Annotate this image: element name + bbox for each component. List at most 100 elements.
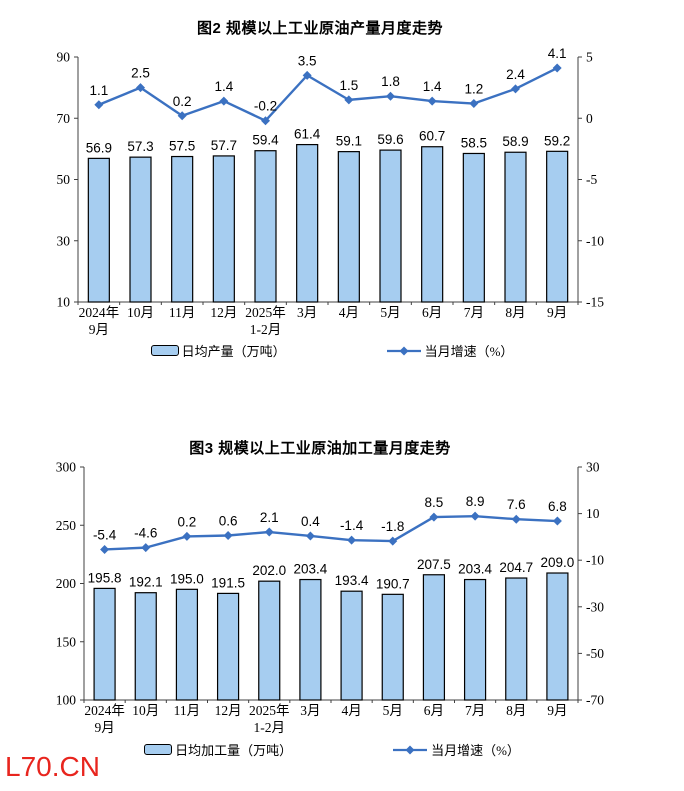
line-marker xyxy=(223,531,233,541)
line-value-label: -5.4 xyxy=(93,527,117,542)
right-axis-tick-label: 0 xyxy=(586,111,593,126)
bar xyxy=(505,577,528,701)
x-axis-label: 9月 xyxy=(94,720,114,735)
left-axis-tick-label: 300 xyxy=(56,460,77,475)
line-marker xyxy=(511,514,521,524)
bar-value-label: 190.7 xyxy=(376,576,410,591)
right-axis-tick-label: -5 xyxy=(586,172,597,187)
bar-value-label: 191.5 xyxy=(211,575,245,590)
x-axis-label: 6月 xyxy=(424,703,444,718)
bar-value-label: 59.2 xyxy=(544,133,570,148)
line-value-label: 1.1 xyxy=(89,83,108,98)
bar-value-label: 203.4 xyxy=(294,562,328,577)
bar xyxy=(546,572,569,701)
x-axis-label: 12月 xyxy=(210,305,237,320)
x-axis-label: 9月 xyxy=(547,305,567,320)
bar xyxy=(299,578,322,701)
production-chart-block: 图2 规模以上工业原油产量月度走势 90 70 50 30 10 5 0 -5 -10 -15 56… xyxy=(0,0,684,375)
line-marker xyxy=(511,84,520,94)
right-axis-tick-label: 5 xyxy=(586,50,593,65)
line-value-label: 8.9 xyxy=(466,494,485,509)
bar-series-label: 日均加工量（万吨） xyxy=(175,743,293,758)
line-marker xyxy=(470,511,480,521)
line-marker xyxy=(388,536,398,546)
line-value-label: 0.6 xyxy=(219,514,238,529)
watermark: L70.CN xyxy=(5,751,100,782)
x-axis-label: 2024年 xyxy=(79,305,120,320)
left-axis-tick-label: 150 xyxy=(56,634,77,649)
x-axis-label: 9月 xyxy=(89,322,109,337)
line-value-label: 0.4 xyxy=(301,514,320,529)
bar xyxy=(463,578,487,701)
line-series-label: 当月增速（%） xyxy=(431,743,520,758)
x-axis-label: 11月 xyxy=(169,305,196,320)
bar xyxy=(87,157,110,303)
growth-line xyxy=(97,66,559,122)
left-axis-tick-label: 200 xyxy=(56,576,77,591)
bar-value-label: 56.9 xyxy=(86,140,112,155)
x-axis-label: 9月 xyxy=(547,703,567,718)
line-value-label: 1.8 xyxy=(381,74,400,89)
growth-line xyxy=(103,514,559,551)
left-axis-tick-label: 10 xyxy=(57,295,71,310)
legend-item-line-series: 当月增速（%） xyxy=(386,341,513,360)
line-value-label: -0.2 xyxy=(254,99,277,114)
bar xyxy=(379,149,402,303)
line-value-label: 1.4 xyxy=(214,79,233,94)
line-marker-icon xyxy=(393,745,428,754)
bar-value-label: 59.6 xyxy=(377,132,403,147)
x-axis-label: 2025年 xyxy=(245,305,286,320)
line-marker xyxy=(136,83,145,93)
bar-value-label: 193.4 xyxy=(335,573,369,588)
line-marker xyxy=(344,95,354,105)
x-axis-label: 11月 xyxy=(174,703,201,718)
x-axis-label: 1-2月 xyxy=(250,322,282,337)
line-value-label: 7.6 xyxy=(507,497,526,512)
line-marker xyxy=(429,512,439,522)
x-axis-label: 7月 xyxy=(464,305,484,320)
line-value-label: 2.4 xyxy=(506,67,525,82)
production-chart-title: 图2 规模以上工业原油产量月度走势 xyxy=(196,20,443,37)
x-axis-label: 2025年 xyxy=(249,703,290,718)
line-marker xyxy=(469,99,479,109)
line-value-label: -4.6 xyxy=(134,526,157,541)
x-axis-label: 3月 xyxy=(300,703,320,718)
bar xyxy=(422,574,446,701)
bar xyxy=(462,152,485,303)
line-marker xyxy=(302,70,312,80)
bar-value-label: 192.1 xyxy=(129,575,163,590)
line-marker xyxy=(427,96,437,106)
right-axis-tick-label: 30 xyxy=(586,460,600,475)
right-axis-tick-label: -15 xyxy=(586,295,604,310)
bar xyxy=(340,590,363,701)
line-marker xyxy=(177,111,187,121)
bar xyxy=(93,587,116,701)
bar xyxy=(258,580,281,701)
line-value-label: 2.5 xyxy=(131,66,150,81)
x-axis-label: 5月 xyxy=(383,703,403,718)
line-marker xyxy=(261,116,270,126)
legend-item-line-series: 当月增速（%） xyxy=(392,740,520,759)
line-value-label: 1.2 xyxy=(464,82,483,97)
bar xyxy=(546,150,569,303)
line-marker xyxy=(552,516,562,526)
bar-value-label: 57.7 xyxy=(211,138,237,153)
bar xyxy=(134,592,157,701)
right-axis-tick-label: -10 xyxy=(586,553,604,568)
right-axis-tick-label: -50 xyxy=(586,646,604,661)
bar xyxy=(175,588,199,701)
bar-value-label: 57.5 xyxy=(169,139,195,154)
line-marker xyxy=(347,535,357,545)
bar xyxy=(254,150,277,303)
line-value-label: 0.2 xyxy=(178,514,197,529)
legend-item-bar-series: 日均产量（万吨） xyxy=(150,341,286,360)
x-axis-label: 4月 xyxy=(341,703,361,718)
x-axis-label: 5月 xyxy=(380,305,400,320)
processing-chart-legend: 日均加工量（万吨） 当月增速（%） xyxy=(0,740,664,759)
bar xyxy=(296,143,319,303)
x-axis-label: 2024年 xyxy=(84,703,125,718)
x-axis-label: 10月 xyxy=(127,305,154,320)
left-axis-tick-label: 100 xyxy=(56,693,77,708)
right-axis-tick-label: -70 xyxy=(586,693,604,708)
